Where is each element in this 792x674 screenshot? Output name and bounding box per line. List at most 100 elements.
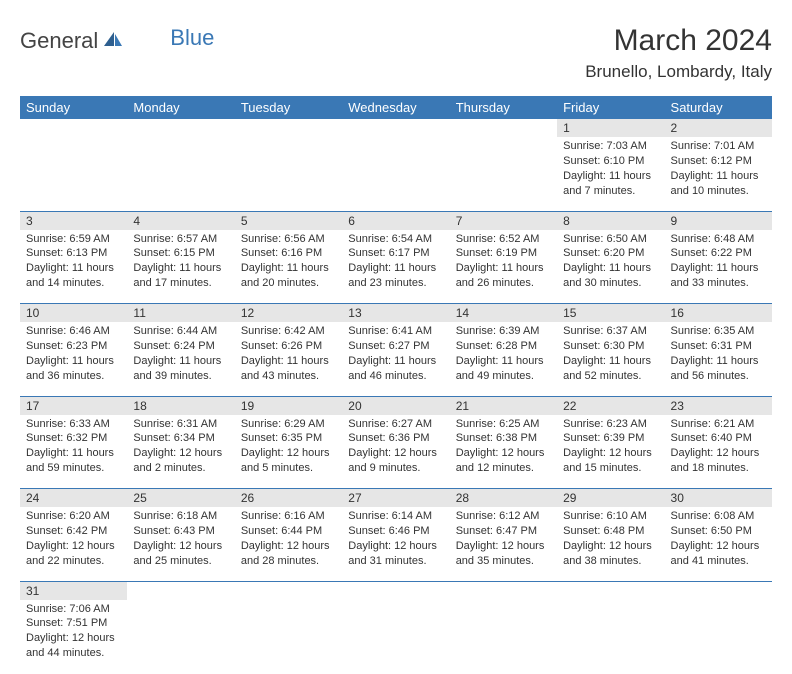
day-number-cell: 17 (20, 396, 127, 415)
sunset-text: Sunset: 6:35 PM (241, 431, 336, 446)
day-number-cell: 23 (665, 396, 772, 415)
day-detail-cell: Sunrise: 6:12 AMSunset: 6:47 PMDaylight:… (450, 507, 557, 581)
day-number-cell: 30 (665, 489, 772, 508)
sunset-text: Sunset: 6:46 PM (348, 524, 443, 539)
daylight-text: Daylight: 11 hours and 56 minutes. (671, 354, 766, 384)
sunset-text: Sunset: 6:28 PM (456, 339, 551, 354)
sunrise-text: Sunrise: 6:14 AM (348, 509, 443, 524)
sunrise-text: Sunrise: 7:06 AM (26, 602, 121, 617)
day-number-cell: 19 (235, 396, 342, 415)
daylight-text: Daylight: 11 hours and 7 minutes. (563, 169, 658, 199)
sunset-text: Sunset: 6:31 PM (671, 339, 766, 354)
sunrise-text: Sunrise: 6:57 AM (133, 232, 228, 247)
sunrise-text: Sunrise: 6:18 AM (133, 509, 228, 524)
sunrise-text: Sunrise: 6:08 AM (671, 509, 766, 524)
sunset-text: Sunset: 6:19 PM (456, 246, 551, 261)
sunrise-text: Sunrise: 6:16 AM (241, 509, 336, 524)
weekday-header: Thursday (450, 96, 557, 119)
sunrise-text: Sunrise: 6:25 AM (456, 417, 551, 432)
sunset-text: Sunset: 6:30 PM (563, 339, 658, 354)
day-number-cell (450, 119, 557, 137)
sunset-text: Sunset: 6:22 PM (671, 246, 766, 261)
day-number-cell: 29 (557, 489, 664, 508)
weekday-header-row: Sunday Monday Tuesday Wednesday Thursday… (20, 96, 772, 119)
sunset-text: Sunset: 6:50 PM (671, 524, 766, 539)
day-detail-cell (450, 137, 557, 211)
weekday-header: Friday (557, 96, 664, 119)
day-number-cell: 26 (235, 489, 342, 508)
day-detail-cell: Sunrise: 6:52 AMSunset: 6:19 PMDaylight:… (450, 230, 557, 304)
day-number-cell: 4 (127, 211, 234, 230)
daylight-text: Daylight: 11 hours and 46 minutes. (348, 354, 443, 384)
day-detail-cell: Sunrise: 6:42 AMSunset: 6:26 PMDaylight:… (235, 322, 342, 396)
daylight-text: Daylight: 12 hours and 2 minutes. (133, 446, 228, 476)
sunrise-text: Sunrise: 6:46 AM (26, 324, 121, 339)
sail-icon (102, 30, 124, 53)
day-number-cell (235, 581, 342, 600)
sunset-text: Sunset: 6:42 PM (26, 524, 121, 539)
day-number-cell: 27 (342, 489, 449, 508)
day-number-cell: 7 (450, 211, 557, 230)
daylight-text: Daylight: 11 hours and 33 minutes. (671, 261, 766, 291)
sunrise-text: Sunrise: 6:29 AM (241, 417, 336, 432)
day-number-cell: 12 (235, 304, 342, 323)
daylight-text: Daylight: 12 hours and 35 minutes. (456, 539, 551, 569)
day-detail-cell: Sunrise: 7:06 AMSunset: 7:51 PMDaylight:… (20, 600, 127, 674)
sunset-text: Sunset: 6:34 PM (133, 431, 228, 446)
day-number-cell: 18 (127, 396, 234, 415)
day-detail-cell (127, 600, 234, 674)
day-detail-cell: Sunrise: 6:39 AMSunset: 6:28 PMDaylight:… (450, 322, 557, 396)
calendar-table: Sunday Monday Tuesday Wednesday Thursday… (20, 96, 772, 674)
day-number-cell (342, 119, 449, 137)
sunrise-text: Sunrise: 6:52 AM (456, 232, 551, 247)
day-number-cell (127, 581, 234, 600)
sunset-text: Sunset: 6:10 PM (563, 154, 658, 169)
day-number-cell: 24 (20, 489, 127, 508)
sunset-text: Sunset: 6:12 PM (671, 154, 766, 169)
sunset-text: Sunset: 6:36 PM (348, 431, 443, 446)
day-detail-cell: Sunrise: 6:50 AMSunset: 6:20 PMDaylight:… (557, 230, 664, 304)
page-header: General Blue March 2024 Brunello, Lombar… (20, 24, 772, 82)
day-number-cell: 8 (557, 211, 664, 230)
day-number-cell: 5 (235, 211, 342, 230)
sunrise-text: Sunrise: 6:21 AM (671, 417, 766, 432)
sunset-text: Sunset: 6:43 PM (133, 524, 228, 539)
day-detail-cell: Sunrise: 6:44 AMSunset: 6:24 PMDaylight:… (127, 322, 234, 396)
day-detail-cell: Sunrise: 6:23 AMSunset: 6:39 PMDaylight:… (557, 415, 664, 489)
sunset-text: Sunset: 6:39 PM (563, 431, 658, 446)
day-number-row: 17181920212223 (20, 396, 772, 415)
weekday-header: Monday (127, 96, 234, 119)
day-number-cell (557, 581, 664, 600)
sunset-text: Sunset: 6:26 PM (241, 339, 336, 354)
day-detail-cell: Sunrise: 6:35 AMSunset: 6:31 PMDaylight:… (665, 322, 772, 396)
day-detail-cell (342, 600, 449, 674)
day-number-cell: 10 (20, 304, 127, 323)
sunrise-text: Sunrise: 6:12 AM (456, 509, 551, 524)
daylight-text: Daylight: 11 hours and 26 minutes. (456, 261, 551, 291)
day-detail-cell: Sunrise: 6:27 AMSunset: 6:36 PMDaylight:… (342, 415, 449, 489)
day-number-cell: 21 (450, 396, 557, 415)
logo-text-blue: Blue (170, 25, 214, 51)
day-detail-row: Sunrise: 6:20 AMSunset: 6:42 PMDaylight:… (20, 507, 772, 581)
sunrise-text: Sunrise: 7:01 AM (671, 139, 766, 154)
sunrise-text: Sunrise: 6:35 AM (671, 324, 766, 339)
weekday-header: Tuesday (235, 96, 342, 119)
day-detail-cell: Sunrise: 6:37 AMSunset: 6:30 PMDaylight:… (557, 322, 664, 396)
day-number-cell: 9 (665, 211, 772, 230)
daylight-text: Daylight: 11 hours and 17 minutes. (133, 261, 228, 291)
sunset-text: Sunset: 6:32 PM (26, 431, 121, 446)
day-number-cell: 31 (20, 581, 127, 600)
weekday-header: Saturday (665, 96, 772, 119)
day-detail-cell: Sunrise: 6:25 AMSunset: 6:38 PMDaylight:… (450, 415, 557, 489)
sunset-text: Sunset: 6:20 PM (563, 246, 658, 261)
day-detail-row: Sunrise: 7:06 AMSunset: 7:51 PMDaylight:… (20, 600, 772, 674)
day-detail-cell: Sunrise: 6:14 AMSunset: 6:46 PMDaylight:… (342, 507, 449, 581)
sunrise-text: Sunrise: 6:10 AM (563, 509, 658, 524)
weekday-header: Sunday (20, 96, 127, 119)
day-detail-row: Sunrise: 6:46 AMSunset: 6:23 PMDaylight:… (20, 322, 772, 396)
sunrise-text: Sunrise: 6:41 AM (348, 324, 443, 339)
day-detail-cell: Sunrise: 6:29 AMSunset: 6:35 PMDaylight:… (235, 415, 342, 489)
sunrise-text: Sunrise: 6:54 AM (348, 232, 443, 247)
sunset-text: Sunset: 6:44 PM (241, 524, 336, 539)
daylight-text: Daylight: 12 hours and 44 minutes. (26, 631, 121, 661)
